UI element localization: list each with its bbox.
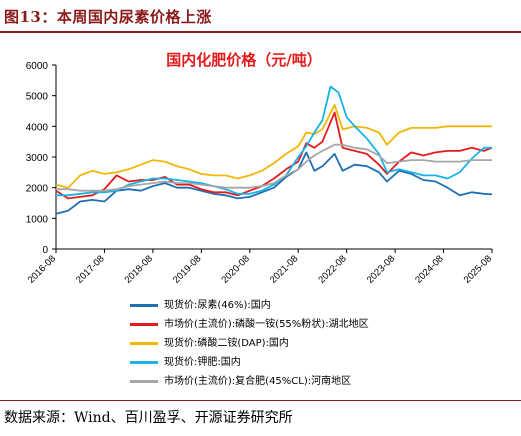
x-tick-label: 2025-08 [462,253,494,285]
series-line-4 [56,85,492,197]
x-tick-label: 2021-08 [268,253,300,285]
figure-title: 图13：本周国内尿素价格上涨 [4,8,212,26]
x-tick-label: 2024-08 [413,253,445,285]
legend-label: 市场价(主流价):复合肥(45%CL):河南地区 [164,376,352,387]
y-tick-label: 0 [42,245,48,256]
title-rule [0,31,521,33]
legend-item: 现货价:钾肥:国内 [130,353,369,372]
series-line-5 [56,143,492,192]
legend-swatch [130,341,158,345]
legend-item: 市场价(主流价):复合肥(45%CL):河南地区 [130,372,369,391]
legend-swatch [130,360,158,364]
x-tick-label: 2016-08 [26,253,58,285]
y-tick-label: 3000 [26,153,49,164]
x-tick-label: 2017-08 [74,253,106,285]
legend-swatch [130,322,158,326]
y-tick-label: 2000 [26,184,49,195]
y-tick-label: 4000 [26,122,49,133]
data-source: 数据来源：Wind、百川盈孚、开源证券研究所 [4,410,293,426]
bottom-rule [0,400,521,401]
y-tick-label: 5000 [26,92,49,103]
legend-label: 现货价:钾肥:国内 [164,357,241,368]
legend-item: 现货价:尿素(46%):国内 [130,296,369,315]
x-tick-label: 2019-08 [171,253,203,285]
x-tick-label: 2020-08 [219,253,251,285]
legend-item: 现货价:磷酸二铵(DAP):国内 [130,334,369,353]
legend-label: 现货价:磷酸二铵(DAP):国内 [164,338,289,349]
series-line-3 [55,104,492,189]
x-tick-label: 2018-08 [123,253,155,285]
fertilizer-price-chart: 国内化肥价格（元/吨） 0 1000 2000 3000 4000 5000 6000 2016… [26,51,494,286]
legend-label: 市场价(主流价):磷酸一铵(55%粉状):湖北地区 [164,319,369,330]
chart-legend: 现货价:尿素(46%):国内市场价(主流价):磷酸一铵(55%粉状):湖北地区现… [130,296,369,391]
y-tick-label: 1000 [26,214,49,225]
x-tick-label: 2023-08 [365,253,397,285]
legend-swatch [130,303,158,307]
y-tick-label: 6000 [26,61,49,72]
series-line-1 [55,151,493,215]
legend-label: 现货价:尿素(46%):国内 [164,300,271,311]
chart-title: 国内化肥价格（元/吨） [166,51,321,69]
x-tick-label: 2022-08 [316,253,348,285]
series-line-2 [55,111,493,200]
legend-swatch [130,379,158,383]
legend-item: 市场价(主流价):磷酸一铵(55%粉状):湖北地区 [130,315,369,334]
